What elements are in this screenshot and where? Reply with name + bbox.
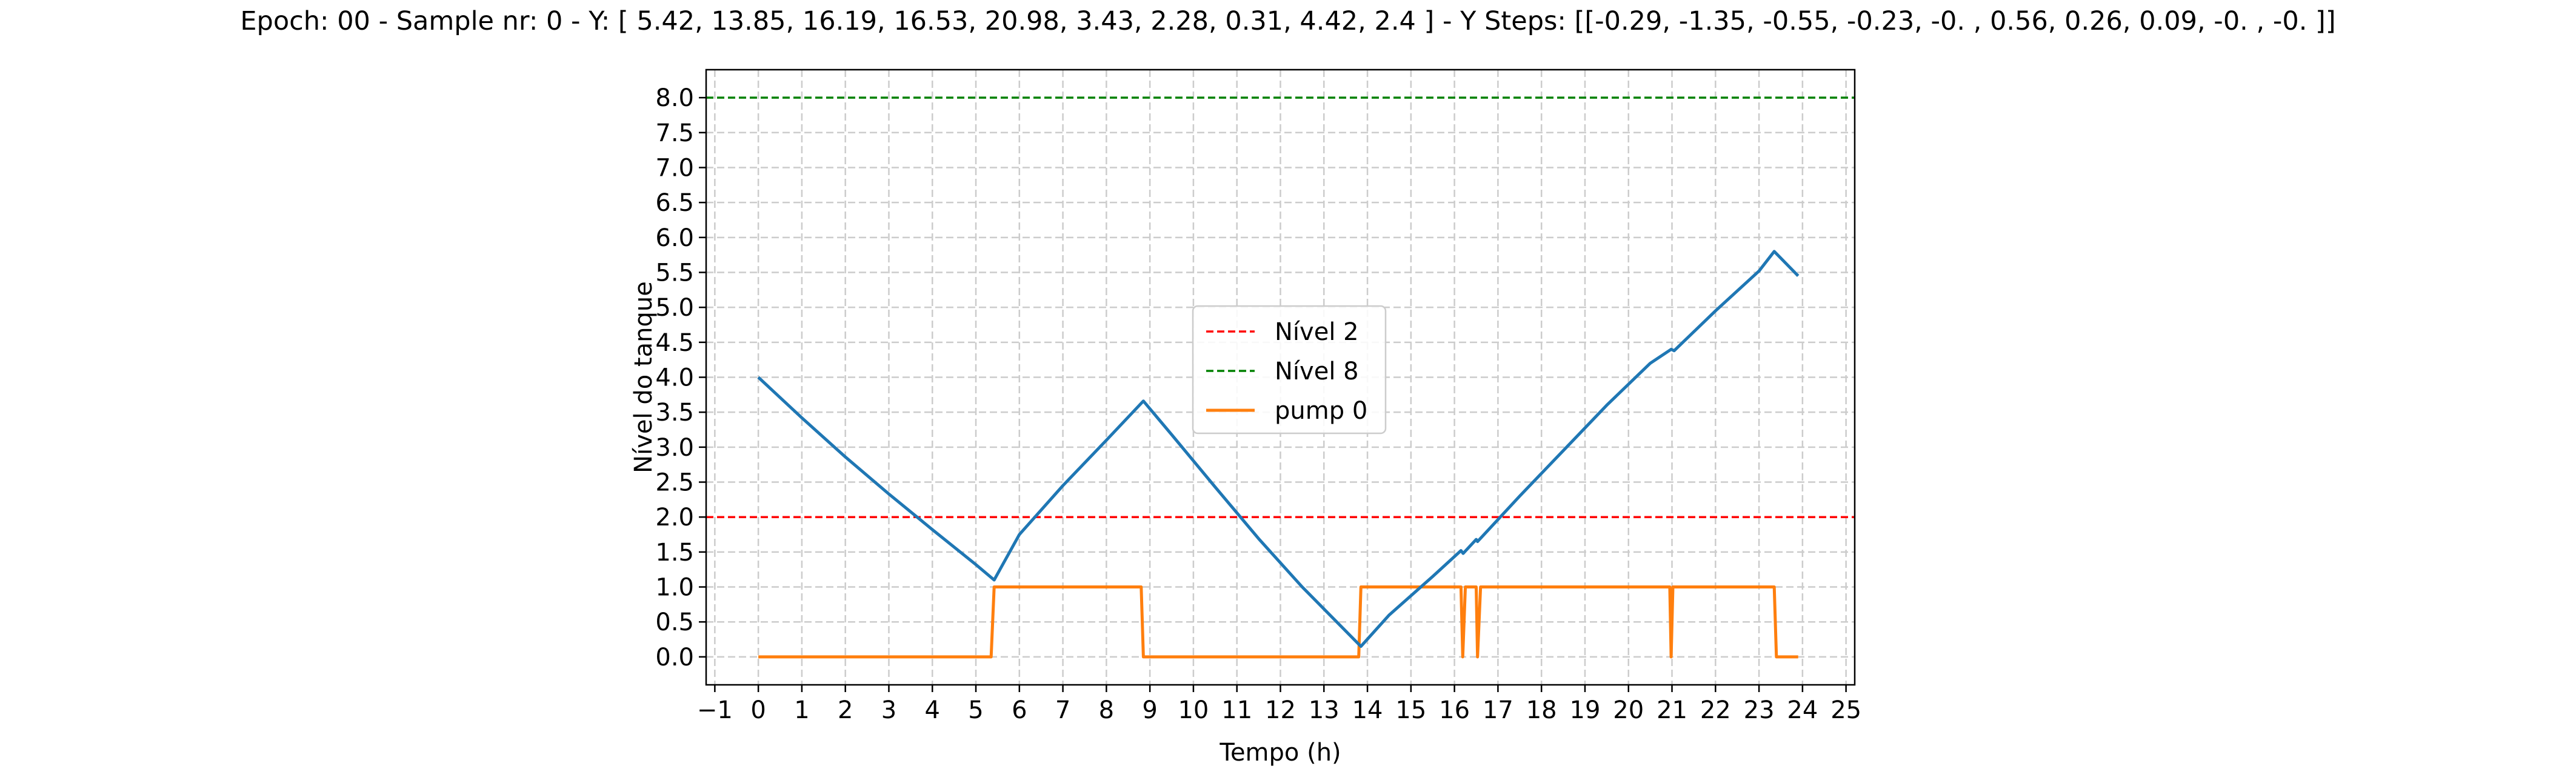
x-tick-label: 12 [1265, 696, 1296, 724]
y-tick-label: 0.0 [655, 644, 694, 671]
x-axis-label: Tempo (h) [1219, 739, 1341, 767]
y-tick-label: 7.0 [655, 154, 694, 182]
x-tick-label: 24 [1787, 696, 1818, 724]
y-tick-label: 7.5 [655, 119, 694, 147]
x-tick-label: 17 [1483, 696, 1513, 724]
x-tick-label: 1 [794, 696, 809, 724]
x-tick-label: 11 [1221, 696, 1252, 724]
y-tick-label: 3.5 [655, 399, 694, 427]
series-line [758, 585, 1798, 659]
x-tick-label: 3 [881, 696, 896, 724]
y-tick-label: 4.5 [655, 329, 694, 357]
y-tick-label: 6.0 [655, 224, 694, 252]
y-tick-label: 1.0 [655, 574, 694, 602]
y-tick-label: 5.5 [655, 259, 694, 287]
y-tick-label: 3.0 [655, 434, 694, 462]
x-tick-label: 7 [1055, 696, 1070, 724]
y-tick-label: 0.5 [655, 608, 694, 636]
legend: Nível 2 Nível 8 pump 0 [1192, 305, 1387, 435]
x-tick-label: 8 [1099, 696, 1114, 724]
x-tick-label: 19 [1570, 696, 1601, 724]
x-tick-label: 15 [1395, 696, 1426, 724]
x-tick-label: 4 [925, 696, 940, 724]
y-tick-label: 1.5 [655, 539, 694, 567]
x-tick-label: 16 [1439, 696, 1470, 724]
grid-lines [706, 70, 1855, 685]
y-tick-label: 8.0 [655, 84, 694, 112]
y-tick-label: 4.0 [655, 364, 694, 392]
x-tick-label: 14 [1352, 696, 1383, 724]
y-tick-label: 2.5 [655, 469, 694, 497]
x-tick-label: 21 [1657, 696, 1687, 724]
legend-label: Nível 8 [1275, 358, 1359, 385]
series-layer [706, 96, 1855, 659]
y-tick-label: 5.0 [655, 294, 694, 322]
legend-box [1192, 305, 1387, 435]
x-tick-label: 6 [1012, 696, 1027, 724]
x-tick-label: 2 [838, 696, 853, 724]
x-tick-label: 10 [1178, 696, 1209, 724]
legend-label: Nível 2 [1275, 318, 1359, 346]
x-tick-label: 5 [968, 696, 983, 724]
x-tick-label: −1 [697, 696, 733, 724]
axis-ticks: −1 0 1 2 3 4 5 6 7 8 9 10 11 12 13 14 15 16 17 18 19 20 21 22 23… [655, 84, 1861, 724]
x-tick-label: 25 [1830, 696, 1861, 724]
chart-title: Epoch: 00 - Sample nr: 0 - Y: [ 5.42, 13… [240, 6, 2336, 36]
y-tick-label: 2.0 [655, 504, 694, 531]
x-tick-label: 0 [750, 696, 766, 724]
y-axis-label: Nível do tanque [630, 281, 658, 473]
series-line [757, 250, 1800, 648]
y-tick-label: 6.5 [655, 189, 694, 217]
x-tick-label: 23 [1744, 696, 1775, 724]
x-tick-label: 13 [1309, 696, 1340, 724]
x-tick-label: 9 [1142, 696, 1157, 724]
x-tick-label: 18 [1526, 696, 1557, 724]
legend-label: pump 0 [1275, 397, 1367, 425]
x-tick-label: 20 [1613, 696, 1644, 724]
x-tick-label: 22 [1700, 696, 1731, 724]
